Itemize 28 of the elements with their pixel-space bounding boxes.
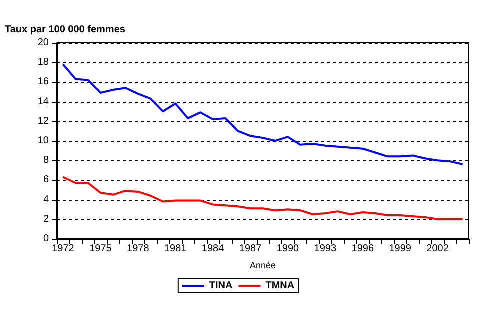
x-tick-label: 1993	[314, 244, 337, 254]
x-tick-label: 1972	[52, 244, 75, 254]
legend-label: TMNA	[266, 280, 295, 292]
x-tick-label: 1990	[276, 244, 300, 254]
x-tick-label: 1978	[127, 244, 150, 254]
y-tick-label: 18	[38, 57, 50, 68]
line-series	[62, 176, 464, 220]
y-tick-label: 12	[38, 116, 50, 127]
x-axis-title: Année	[250, 260, 276, 270]
x-tick-label: 1987	[239, 244, 262, 254]
y-tick-label: 20	[38, 38, 50, 48]
legend-label: TINA	[209, 280, 233, 292]
line-series	[62, 64, 464, 166]
y-axis-title: Taux par 100 000 femmes	[5, 24, 126, 36]
x-tick-label: 1984	[202, 244, 225, 254]
y-tick-label: 2	[43, 214, 50, 225]
y-tick-label: 16	[38, 76, 50, 88]
x-tick-label: 1996	[352, 244, 374, 254]
y-tick-label: 10	[38, 136, 50, 146]
y-tick-label: 6	[43, 174, 50, 186]
y-tick-label: 14	[38, 96, 50, 108]
x-tick-label: 2002	[426, 244, 450, 254]
y-tick-label: 8	[43, 155, 50, 166]
y-tick-label: 0	[43, 234, 50, 244]
x-tick-label: 1975	[90, 244, 112, 254]
x-tick-label: 1981	[164, 244, 188, 254]
y-tick-label: 4	[43, 194, 50, 206]
x-tick-label: 1999	[389, 244, 412, 254]
